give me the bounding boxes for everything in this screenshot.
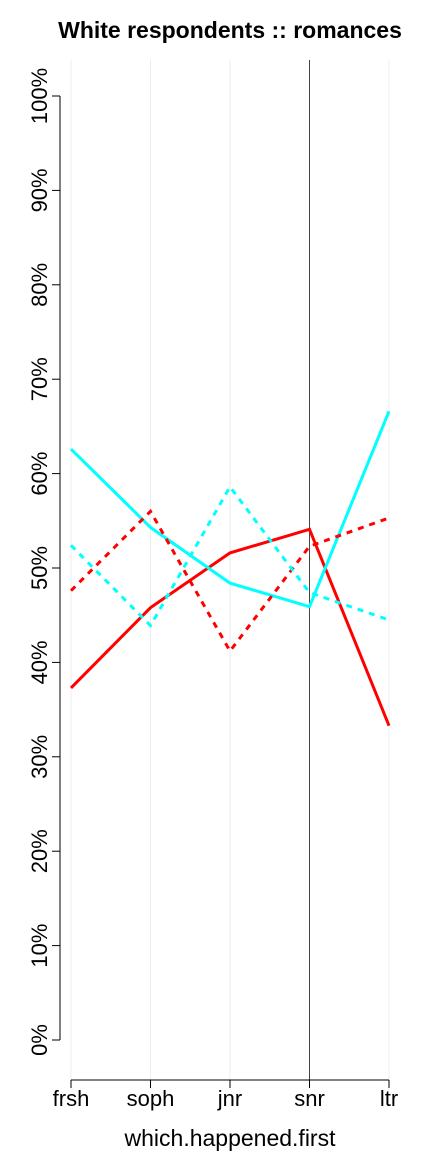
y-tick-label: 0% (27, 1024, 52, 1056)
y-tick-label: 30% (27, 735, 52, 779)
x-tick-label: frsh (53, 1086, 90, 1111)
line-series (69, 527, 391, 727)
chart-title: White respondents :: romances (58, 17, 402, 43)
y-tick-label: 50% (27, 546, 52, 590)
line-series (69, 410, 391, 609)
y-tick-label: 60% (27, 452, 52, 496)
y-tick-label: 10% (27, 924, 52, 968)
y-tick-label: 90% (27, 168, 52, 212)
x-tick-label: snr (294, 1086, 325, 1111)
y-tick-label: 20% (27, 829, 52, 873)
x-tick-label: jnr (217, 1086, 242, 1111)
y-tick-label: 80% (27, 263, 52, 307)
y-tick-label: 40% (27, 640, 52, 684)
x-axis-label: which.happened.first (124, 1125, 337, 1151)
y-tick-label: 70% (27, 357, 52, 401)
x-tick-label: ltr (380, 1086, 398, 1111)
line-series (69, 484, 390, 629)
line-series (69, 508, 390, 654)
y-tick-label: 100% (27, 68, 52, 124)
x-tick-label: soph (127, 1086, 175, 1111)
